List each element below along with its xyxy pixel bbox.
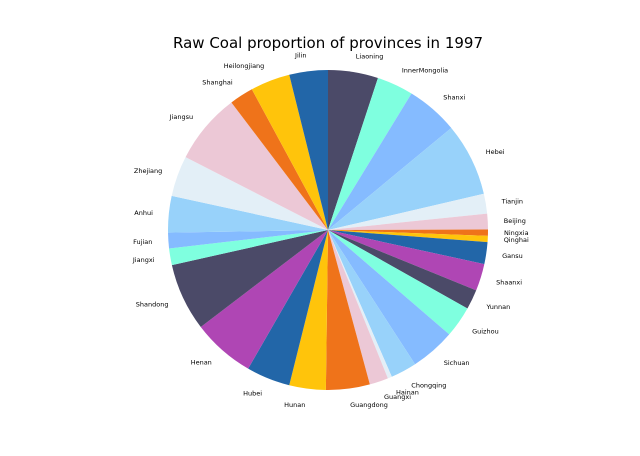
slice-guizhou <box>328 230 468 335</box>
slice-henan <box>200 230 328 369</box>
slice-label-sichuan: Sichuan <box>444 359 470 367</box>
slice-jiangxi <box>169 230 328 266</box>
slice-guangdong <box>325 230 370 391</box>
slice-label-zhejiang: Zhejiang <box>134 167 162 175</box>
slice-hebei <box>328 128 484 230</box>
slice-label-shaanxi: Shaanxi <box>496 279 522 287</box>
slice-innermongolia <box>328 78 412 230</box>
slice-label-henan: Henan <box>191 359 212 367</box>
slice-hubei <box>248 230 328 386</box>
slice-label-liaoning: Liaoning <box>356 53 384 61</box>
slice-beijing <box>328 213 488 230</box>
slice-label-jiangsu: Jiangsu <box>169 113 193 121</box>
slice-yunnan <box>328 230 477 309</box>
slice-jiangsu <box>185 102 328 230</box>
slice-label-hubei: Hubei <box>243 390 262 398</box>
slice-liaoning <box>328 70 378 230</box>
slice-label-guangxi: Guangxi <box>384 393 411 401</box>
slice-label-hainan: Hainan <box>396 389 419 397</box>
slice-label-tianjin: Tianjin <box>501 197 523 205</box>
slice-label-jilin: Jilin <box>294 52 306 60</box>
slice-chongqing <box>328 230 416 377</box>
slice-guangxi <box>328 230 388 385</box>
slice-jilin <box>289 70 328 230</box>
slice-label-beijing: Beijing <box>504 217 526 225</box>
slice-label-shandong: Shandong <box>136 301 169 309</box>
slice-label-ningxia: Ningxia <box>504 229 529 237</box>
slice-ningxia <box>328 229 489 236</box>
slice-shandong <box>171 230 328 328</box>
slice-label-qinghai: Qinghai <box>504 236 529 244</box>
slice-label-shanghai: Shanghai <box>202 78 233 86</box>
slice-label-hebei: Hebei <box>486 148 505 156</box>
slice-gansu <box>328 230 488 265</box>
slice-label-yunnan: Yunnan <box>486 303 511 311</box>
slice-shaanxi <box>328 230 485 291</box>
slice-label-gansu: Gansu <box>502 252 523 260</box>
slice-zhejiang <box>171 157 328 230</box>
slice-qinghai <box>328 230 488 243</box>
slice-label-heilongjiang: Heilongjiang <box>224 62 265 70</box>
slice-shanxi <box>328 93 452 230</box>
slice-anhui <box>167 195 328 233</box>
slice-hainan <box>328 230 392 379</box>
slice-label-fujian: Fujian <box>133 238 152 246</box>
slice-heilongjiang <box>251 74 328 231</box>
slice-label-innermongolia: InnerMongolia <box>402 67 448 75</box>
slice-label-chongqing: Chongqing <box>411 381 446 389</box>
slice-label-hunan: Hunan <box>284 401 305 409</box>
slice-label-guizhou: Guizhou <box>472 327 499 335</box>
chart-title: Raw Coal proportion of provinces in 1997 <box>173 34 483 52</box>
pie-labels: Liaoning InnerMongolia Shanxi Hebei Tianjin B… <box>132 52 529 409</box>
slice-label-anhui: Anhui <box>134 209 153 217</box>
slice-hunan <box>289 230 328 390</box>
pie-slices <box>167 70 489 391</box>
slice-fujian <box>168 230 328 249</box>
slice-label-shanxi: Shanxi <box>443 93 465 101</box>
slice-label-guangdong: Guangdong <box>350 401 388 409</box>
slice-tianjin <box>328 193 488 230</box>
slice-sichuan <box>328 230 450 365</box>
slice-shanghai <box>231 89 328 230</box>
slice-label-jiangxi: Jiangxi <box>132 256 155 264</box>
